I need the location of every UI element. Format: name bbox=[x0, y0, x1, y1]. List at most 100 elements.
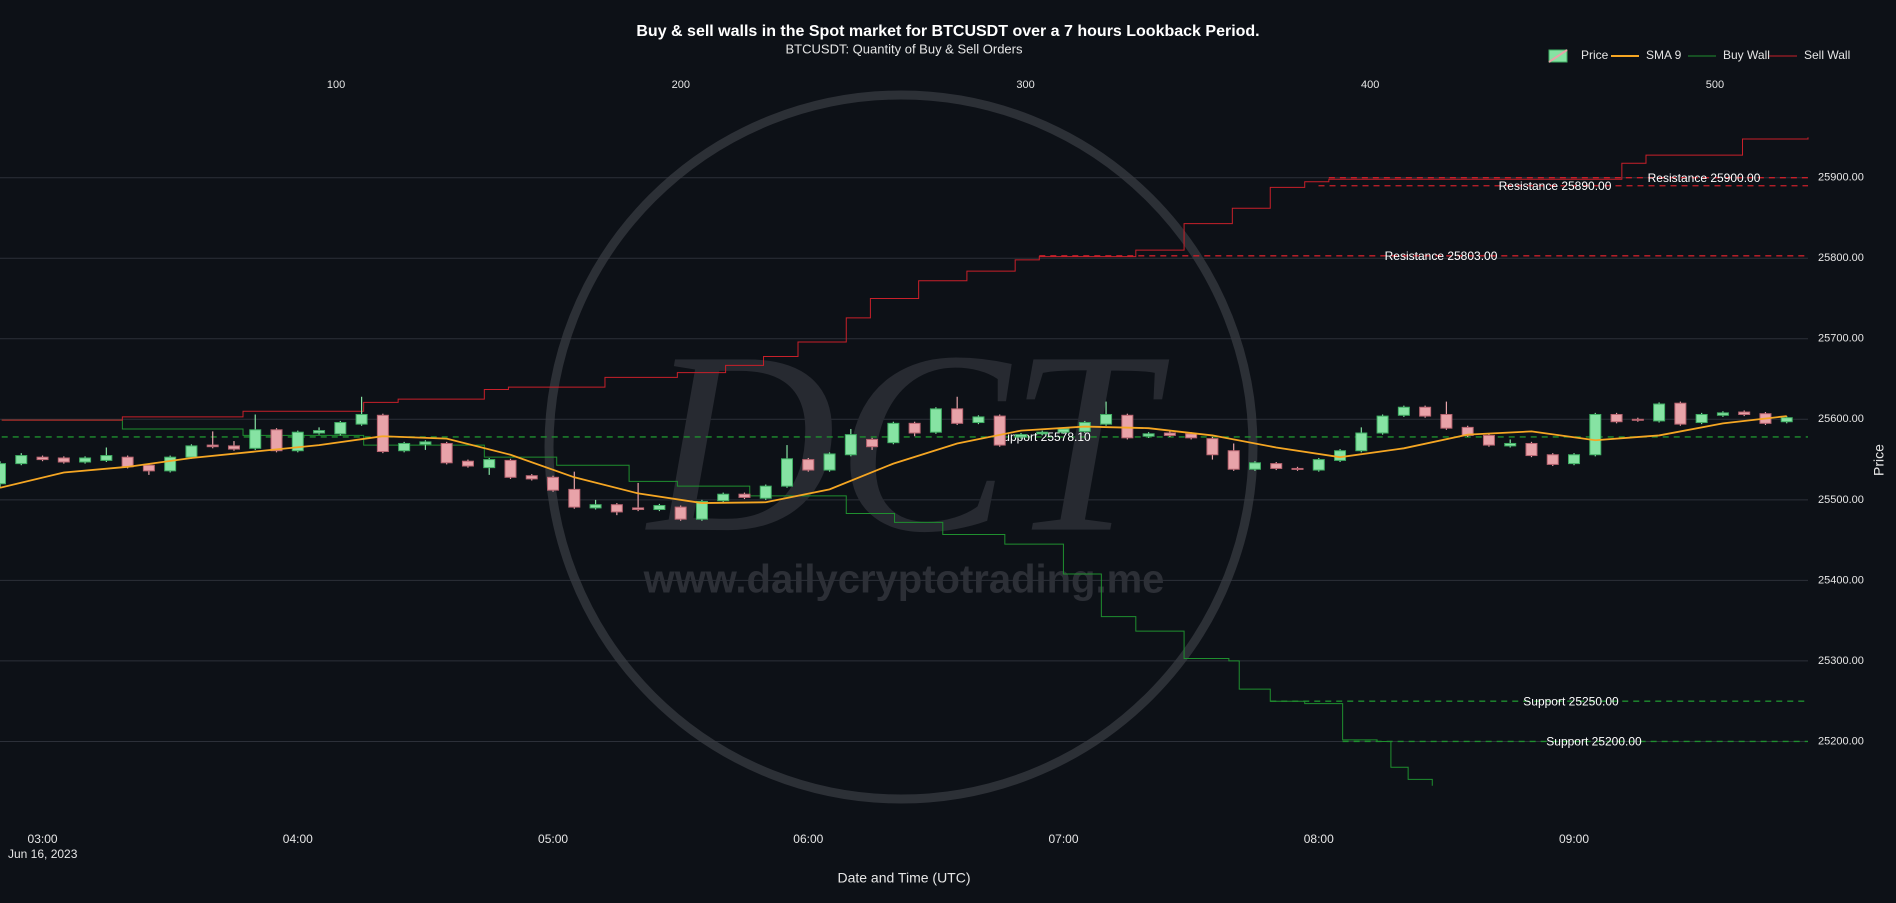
candle-body bbox=[1397, 406, 1410, 416]
candle-body bbox=[57, 457, 70, 463]
candle-body bbox=[1227, 450, 1240, 470]
candle-body bbox=[823, 453, 836, 471]
level-label: Support 25200.00 bbox=[1546, 735, 1642, 749]
candle-body bbox=[993, 415, 1006, 446]
candle-body bbox=[695, 500, 708, 520]
legend-label: Price bbox=[1581, 48, 1609, 62]
candle-body bbox=[79, 457, 92, 463]
candle-body bbox=[525, 475, 538, 480]
watermark: DCT www.dailycryptotrading.me bbox=[544, 90, 1258, 804]
x-tick-label: 05:00 bbox=[538, 832, 568, 846]
x-tick-label: 04:00 bbox=[283, 832, 313, 846]
y-tick-label: 25500.00 bbox=[1818, 494, 1864, 506]
y-tick-label: 25600.00 bbox=[1818, 413, 1864, 425]
candle-body bbox=[908, 422, 921, 434]
candle-body bbox=[781, 458, 794, 487]
chart-title: Buy & sell walls in the Spot market for … bbox=[636, 23, 1259, 40]
candle-body bbox=[1610, 413, 1623, 423]
candle-body bbox=[1376, 415, 1389, 434]
candle-body bbox=[1355, 432, 1368, 452]
candle-body bbox=[313, 430, 326, 434]
candle-body bbox=[653, 504, 666, 511]
candle-body bbox=[1780, 417, 1793, 423]
candle-body bbox=[121, 456, 134, 468]
candle-body bbox=[1121, 414, 1134, 439]
level-label: Support 25250.00 bbox=[1523, 694, 1619, 708]
candle-body bbox=[504, 459, 517, 478]
candle-body bbox=[802, 459, 815, 471]
candle-body bbox=[100, 455, 113, 461]
legend-label: SMA 9 bbox=[1646, 48, 1682, 62]
series-line bbox=[1, 419, 1433, 786]
candle-body bbox=[440, 442, 453, 464]
candle-body bbox=[270, 429, 283, 452]
legend-label: Buy Wall bbox=[1723, 48, 1770, 62]
x2-tick-label: 400 bbox=[1361, 79, 1379, 91]
candle-body bbox=[951, 408, 964, 424]
candle-body bbox=[249, 429, 262, 449]
candle-body bbox=[929, 408, 942, 433]
candle-body bbox=[1419, 406, 1432, 417]
candle-body bbox=[36, 456, 49, 461]
candle-body bbox=[632, 507, 645, 511]
candle-body bbox=[887, 422, 900, 444]
x2-tick-label: 500 bbox=[1706, 79, 1724, 91]
candle-body bbox=[844, 434, 857, 456]
legend-label: Sell Wall bbox=[1804, 48, 1850, 62]
candle-body bbox=[589, 504, 602, 509]
candle-body bbox=[1163, 432, 1176, 436]
x-date-label: Jun 16, 2023 bbox=[8, 847, 78, 861]
level-label: Support 25578.10 bbox=[995, 430, 1091, 444]
candle-body bbox=[355, 413, 368, 425]
candle-body bbox=[738, 493, 751, 498]
candle-body bbox=[1312, 459, 1325, 471]
y-tick-label: 25800.00 bbox=[1818, 252, 1864, 264]
candle-body bbox=[1504, 442, 1517, 447]
candle-body bbox=[419, 441, 432, 445]
candle-body bbox=[1440, 413, 1453, 429]
candle-body bbox=[398, 442, 411, 452]
candle-body bbox=[227, 445, 240, 450]
x-tick-label: 08:00 bbox=[1304, 832, 1334, 846]
chart-subtitle: BTCUSDT: Quantity of Buy & Sell Orders bbox=[786, 41, 1023, 56]
candle-body bbox=[291, 431, 304, 452]
candle-body bbox=[1014, 434, 1027, 438]
series-line bbox=[1, 137, 1809, 421]
candle-body bbox=[1100, 413, 1113, 425]
level-label: Resistance 25803.00 bbox=[1385, 249, 1498, 263]
level-label: Resistance 25900.00 bbox=[1648, 171, 1761, 185]
candle-body bbox=[1546, 454, 1559, 465]
candle-body bbox=[1334, 450, 1347, 461]
watermark-logo: DCT bbox=[644, 299, 1172, 587]
candle-body bbox=[15, 455, 28, 465]
candle-body bbox=[1036, 431, 1049, 435]
candle-body bbox=[1674, 402, 1687, 425]
candle-body bbox=[142, 464, 155, 472]
watermark-url: www.dailycryptotrading.me bbox=[643, 558, 1165, 602]
candle-body bbox=[185, 445, 198, 458]
x-axis-title: Date and Time (UTC) bbox=[837, 870, 970, 886]
candle-body bbox=[1589, 413, 1602, 456]
candle-body bbox=[972, 416, 985, 424]
y-tick-label: 25400.00 bbox=[1818, 574, 1864, 586]
x-tick-label: 06:00 bbox=[793, 832, 823, 846]
candle-body bbox=[1568, 454, 1581, 465]
candle-body bbox=[461, 460, 474, 467]
y-tick-label: 25700.00 bbox=[1818, 333, 1864, 345]
candle-body bbox=[610, 504, 623, 513]
legend-swatch bbox=[1548, 49, 1568, 63]
candle-body bbox=[759, 485, 772, 499]
candle-body bbox=[1206, 438, 1219, 456]
y-axis-title: Price bbox=[1871, 444, 1887, 476]
candle-body bbox=[1482, 434, 1495, 446]
x-tick-label: 03:00 bbox=[28, 832, 58, 846]
candle-body bbox=[674, 506, 687, 520]
watermark-ring bbox=[544, 90, 1258, 804]
candle-body bbox=[1695, 413, 1708, 424]
candle-body bbox=[483, 459, 496, 469]
candle-body bbox=[1248, 462, 1261, 470]
candle-body bbox=[1142, 433, 1155, 437]
